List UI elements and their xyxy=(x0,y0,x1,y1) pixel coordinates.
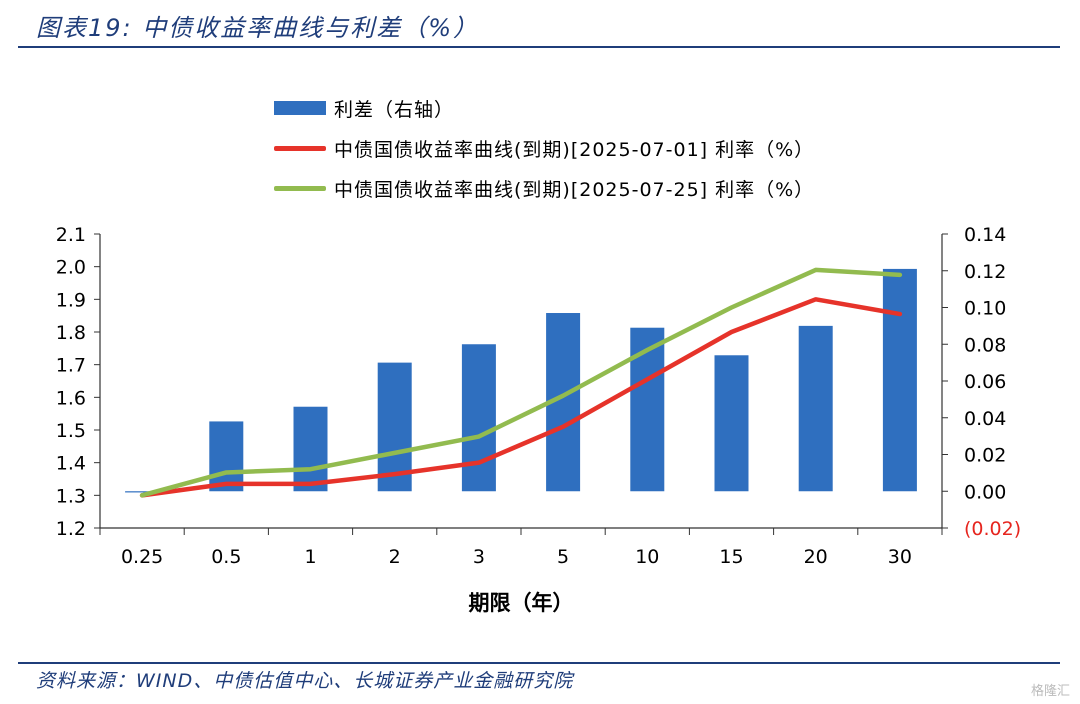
x-axis-title: 期限（年） xyxy=(469,591,574,615)
legend-label-0701: 中债国债收益率曲线(到期)[2025-07-01] 利率（%） xyxy=(334,138,815,161)
y-right-tick-label: 0.12 xyxy=(964,261,1006,283)
legend-swatch-green-line xyxy=(274,185,326,191)
y-right-tick-label: (0.02) xyxy=(964,518,1021,540)
legend-swatch-red-line xyxy=(274,145,326,151)
y-left-tick-label: 1.7 xyxy=(56,355,86,377)
x-tick-label: 20 xyxy=(804,546,828,568)
y-left-tick-label: 1.4 xyxy=(56,453,86,475)
x-tick-label: 3 xyxy=(473,546,485,568)
y-right-tick-label: 0.10 xyxy=(964,298,1006,320)
x-tick-label: 30 xyxy=(888,546,912,568)
chart-title: 图表19: 中债收益率曲线与利差（%） xyxy=(36,14,480,42)
title-rule xyxy=(18,46,1060,48)
x-tick-label: 15 xyxy=(719,546,743,568)
legend-label-spread: 利差（右轴） xyxy=(334,98,455,121)
spread-bar xyxy=(882,268,917,492)
x-tick-label: 0.5 xyxy=(211,546,241,568)
y-left-tick-label: 2.1 xyxy=(56,224,86,246)
spread-bar xyxy=(377,362,412,492)
watermark: 格隆汇 xyxy=(1030,684,1070,699)
spread-bar xyxy=(714,355,749,492)
yield-curve-0701-line xyxy=(139,297,903,498)
legend-item-spread: 利差（右轴） xyxy=(274,88,814,128)
source-note: 资料来源：WIND、中债估值中心、长城证券产业金融研究院 xyxy=(36,670,574,692)
legend-label-0725: 中债国债收益率曲线(到期)[2025-07-25] 利率（%） xyxy=(334,178,815,201)
y-right-tick-label: 0.04 xyxy=(964,408,1006,430)
y-right-tick-label: 0.02 xyxy=(964,445,1006,467)
y-right-tick-label: 0.14 xyxy=(964,224,1006,246)
spread-bar xyxy=(209,421,244,492)
source-rule xyxy=(18,662,1060,664)
y-left-tick-label: 1.2 xyxy=(56,518,86,540)
legend-swatch-bar xyxy=(274,101,326,115)
legend-item-0701: 中债国债收益率曲线(到期)[2025-07-01] 利率（%） xyxy=(274,128,814,168)
x-tick-label: 2 xyxy=(389,546,401,568)
legend: 利差（右轴） 中债国债收益率曲线(到期)[2025-07-01] 利率（%） 中… xyxy=(274,88,814,208)
spread-bar xyxy=(461,344,496,492)
x-tick-label: 5 xyxy=(557,546,569,568)
spread-bar xyxy=(125,491,160,493)
x-tick-label: 1 xyxy=(304,546,316,568)
y-left-tick-label: 1.9 xyxy=(56,289,86,311)
y-left-tick-label: 1.5 xyxy=(56,420,86,442)
spread-bar xyxy=(798,325,833,492)
y-left-tick-label: 1.8 xyxy=(56,322,86,344)
y-left-tick-label: 1.3 xyxy=(56,485,86,507)
y-right-tick-label: 0.08 xyxy=(964,334,1006,356)
spread-bar xyxy=(293,406,328,492)
y-right-tick-label: 0.06 xyxy=(964,371,1006,393)
y-left-tick-label: 1.6 xyxy=(56,387,86,409)
y-left-tick-label: 2.0 xyxy=(56,257,86,279)
legend-item-0725: 中债国债收益率曲线(到期)[2025-07-25] 利率（%） xyxy=(274,168,814,208)
yield-curve-0725-line xyxy=(139,267,903,498)
x-tick-label: 0.25 xyxy=(121,546,163,568)
x-tick-label: 10 xyxy=(635,546,659,568)
y-right-tick-label: 0.00 xyxy=(964,481,1006,503)
